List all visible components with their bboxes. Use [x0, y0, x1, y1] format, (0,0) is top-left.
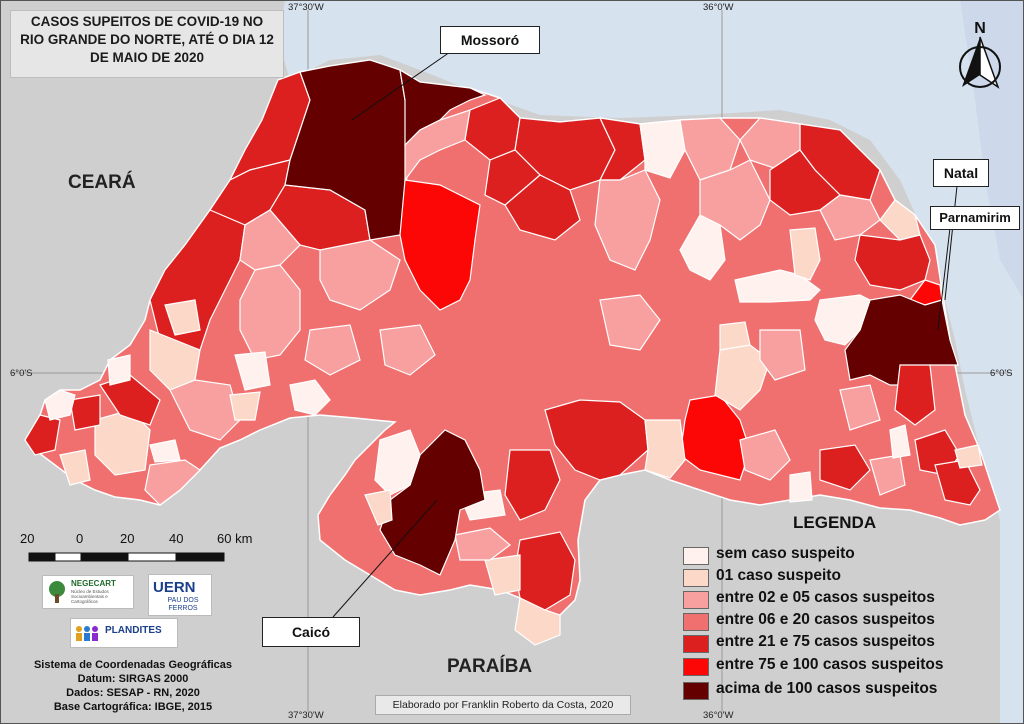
legend-swatch [683, 682, 709, 700]
map-info: Sistema de Coordenadas Geográficas Datum… [8, 658, 258, 714]
legend-swatch [683, 635, 709, 653]
legend-label: entre 02 e 05 casos suspeitos [716, 589, 935, 606]
legend-label: sem caso suspeito [716, 545, 855, 562]
region-ceara: CEARÁ [68, 172, 136, 193]
lon-label-top-left: 37°30'W [288, 2, 324, 13]
scale-label-1: 0 [76, 531, 84, 546]
callout-mossoro: Mossoró [440, 26, 540, 54]
scale-label-0: 20 [20, 531, 35, 546]
ocean [278, 0, 1024, 724]
plandites-name: PLANDITES [105, 625, 162, 636]
tree-icon [49, 581, 65, 603]
callout-caico: Caicó [262, 617, 360, 647]
legend-swatch [683, 591, 709, 609]
uern-sub: PAU DOS FERROS [167, 597, 199, 612]
callout-lines [332, 51, 958, 618]
legend-label: entre 06 e 20 casos suspeitos [716, 611, 935, 628]
title-line-1: CASOS SUPEITOS DE COVID-19 NO [30, 14, 264, 29]
scale-bar [28, 552, 225, 562]
info-line-1: Sistema de Coordenadas Geográficas [33, 659, 233, 671]
callout-natal: Natal [933, 159, 989, 187]
scale-label-3: 40 [169, 531, 184, 546]
info-line-2: Datum: SIRGAS 2000 [77, 673, 189, 685]
legend-label: entre 75 e 100 casos suspeitos [716, 656, 944, 673]
legend-label: acima de 100 casos suspeitos [716, 680, 938, 697]
map-title: CASOS SUPEITOS DE COVID-19 NO RIO GRANDE… [10, 10, 284, 78]
scale-label-2: 20 [120, 531, 135, 546]
scale-label-4: 60 km [217, 531, 253, 546]
plandites-logo: PLANDITES [70, 618, 178, 648]
legend-title: LEGENDA [793, 513, 877, 532]
legend-label: entre 21 e 75 casos suspeitos [716, 633, 935, 650]
negecart-name: NEGECART [71, 579, 116, 588]
title-line-2: RIO GRANDE DO NORTE, ATÉ O DIA 12 [20, 32, 274, 47]
title-line-3: DE MAIO DE 2020 [89, 50, 205, 65]
lon-label-bottom-left: 37°30'W [288, 710, 324, 721]
uern-name: UERN [153, 579, 196, 596]
info-line-3: Dados: SESAP - RN, 2020 [66, 687, 200, 699]
north-label: N [974, 20, 986, 37]
lat-label-left: 6°0'S [10, 368, 33, 379]
uern-logo: UERN PAU DOS FERROS [148, 574, 212, 616]
legend-label: 01 caso suspeito [716, 567, 841, 584]
municipalities [24, 59, 983, 646]
legend-swatch [683, 613, 709, 631]
legend-swatch [683, 569, 709, 587]
callout-parnamirim: Parnamirim [930, 206, 1020, 230]
north-arrow-icon [959, 36, 1001, 89]
info-line-4: Base Cartográfica: IBGE, 2015 [53, 701, 213, 713]
lon-label-bottom-right: 36°0'W [703, 710, 734, 721]
lon-label-top-right: 36°0'W [703, 2, 734, 13]
people-icon [76, 626, 98, 641]
negecart-sub: Núcleo de Estudos Socioambientais e Cart… [71, 589, 109, 604]
lat-label-right: 6°0'S [990, 368, 1013, 379]
legend-swatch [683, 547, 709, 565]
legend-swatch [683, 658, 709, 676]
credit-text: Elaborado por Franklin Roberto da Costa,… [375, 695, 631, 715]
negecart-logo: NEGECART Núcleo de Estudos Socioambienta… [42, 575, 134, 609]
region-paraiba: PARAÍBA [447, 656, 533, 677]
